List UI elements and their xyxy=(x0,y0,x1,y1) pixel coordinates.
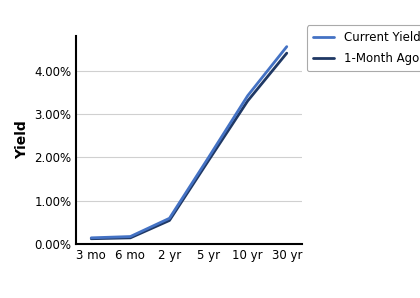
Current Yield xyxy=(167,216,172,220)
Y-axis label: Yield: Yield xyxy=(15,121,29,159)
1-Month Ago xyxy=(128,236,133,240)
1-Month Ago xyxy=(89,237,94,240)
1-Month Ago xyxy=(284,51,289,55)
Current Yield xyxy=(89,236,94,240)
Line: 1-Month Ago: 1-Month Ago xyxy=(91,53,287,239)
Current Yield xyxy=(128,235,133,238)
1-Month Ago xyxy=(245,99,250,103)
Legend: Current Yield, 1-Month Ago: Current Yield, 1-Month Ago xyxy=(307,25,420,72)
1-Month Ago xyxy=(206,159,211,162)
Current Yield xyxy=(206,156,211,159)
1-Month Ago xyxy=(167,219,172,222)
Current Yield xyxy=(245,94,250,97)
Line: Current Yield: Current Yield xyxy=(91,46,287,238)
Current Yield xyxy=(284,45,289,48)
